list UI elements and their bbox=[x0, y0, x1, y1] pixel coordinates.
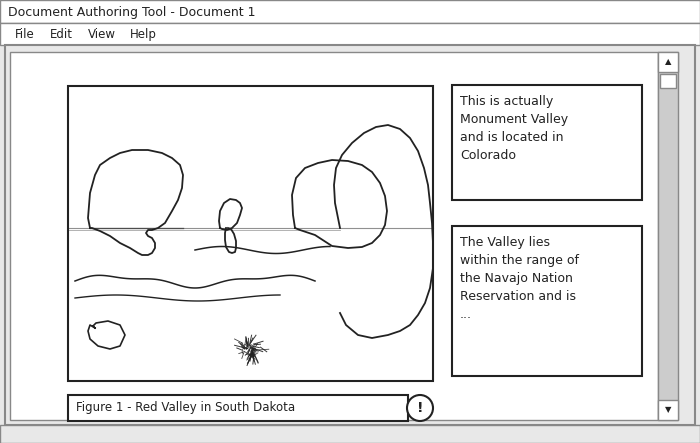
Bar bbox=[658, 52, 678, 420]
Text: Figure 1 - Red Valley in South Dakota: Figure 1 - Red Valley in South Dakota bbox=[76, 401, 295, 415]
Bar bbox=[68, 86, 433, 381]
Text: Document Authoring Tool - Document 1: Document Authoring Tool - Document 1 bbox=[8, 5, 255, 19]
Text: File: File bbox=[15, 27, 35, 40]
Bar bbox=[0, 0, 700, 23]
Text: This is actually
Monument Valley
and is located in
Colorado: This is actually Monument Valley and is … bbox=[460, 95, 568, 162]
Text: !: ! bbox=[416, 401, 424, 415]
Bar bbox=[452, 226, 642, 376]
Bar bbox=[658, 52, 678, 72]
Bar bbox=[10, 52, 658, 420]
Text: ▲: ▲ bbox=[665, 58, 671, 66]
Bar bbox=[0, 425, 700, 443]
Bar bbox=[452, 85, 642, 200]
Circle shape bbox=[407, 395, 433, 421]
Bar bbox=[68, 395, 408, 421]
Text: View: View bbox=[88, 27, 116, 40]
Text: Edit: Edit bbox=[50, 27, 73, 40]
Bar bbox=[5, 45, 695, 425]
Text: The Valley lies
within the range of
the Navajo Nation
Reservation and is
...: The Valley lies within the range of the … bbox=[460, 236, 579, 321]
Bar bbox=[658, 400, 678, 420]
Text: ▼: ▼ bbox=[665, 405, 671, 415]
Bar bbox=[0, 23, 700, 45]
Bar bbox=[660, 74, 676, 88]
Text: Help: Help bbox=[130, 27, 157, 40]
